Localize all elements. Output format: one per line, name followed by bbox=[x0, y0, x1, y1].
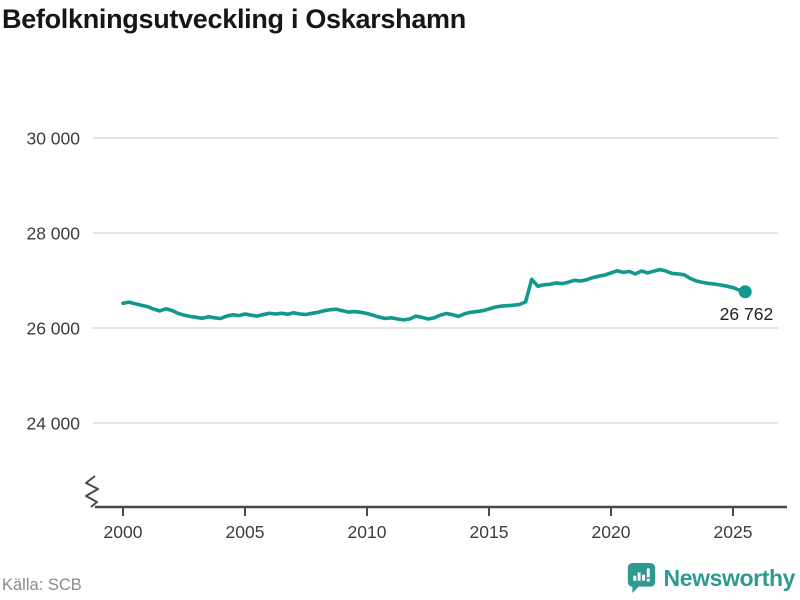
newsworthy-logo[interactable]: Newsworthy bbox=[626, 560, 795, 596]
y-axis-tick-label: 30 000 bbox=[26, 129, 80, 149]
x-axis-tick-label: 2020 bbox=[592, 522, 631, 542]
x-axis-tick-label: 2015 bbox=[470, 522, 509, 542]
source-note: Källa: SCB bbox=[2, 576, 82, 594]
y-axis-tick-label: 26 000 bbox=[26, 319, 80, 339]
x-axis-tick-label: 2010 bbox=[348, 522, 387, 542]
exclamation-glyph bbox=[646, 568, 650, 582]
x-axis-tick-label: 2005 bbox=[226, 522, 265, 542]
end-point-dot bbox=[738, 285, 752, 299]
population-line bbox=[121, 267, 748, 322]
newsworthy-logo-icon bbox=[627, 562, 655, 594]
end-value-label: 26 762 bbox=[720, 304, 774, 324]
y-axis-tick-label: 28 000 bbox=[26, 224, 80, 244]
y-axis-tick-label: 24 000 bbox=[26, 414, 80, 434]
x-axis-tick-label: 2025 bbox=[714, 522, 753, 542]
speech-bubble-shape bbox=[627, 562, 655, 594]
bar-chart-glyph bbox=[632, 572, 645, 581]
x-axis-tick-label: 2000 bbox=[104, 522, 143, 542]
newsworthy-logo-text: Newsworthy bbox=[663, 564, 796, 591]
chart-title: Befolkningsutveckling i Oskarshamn bbox=[2, 4, 466, 34]
axis-break-icon bbox=[85, 475, 99, 508]
